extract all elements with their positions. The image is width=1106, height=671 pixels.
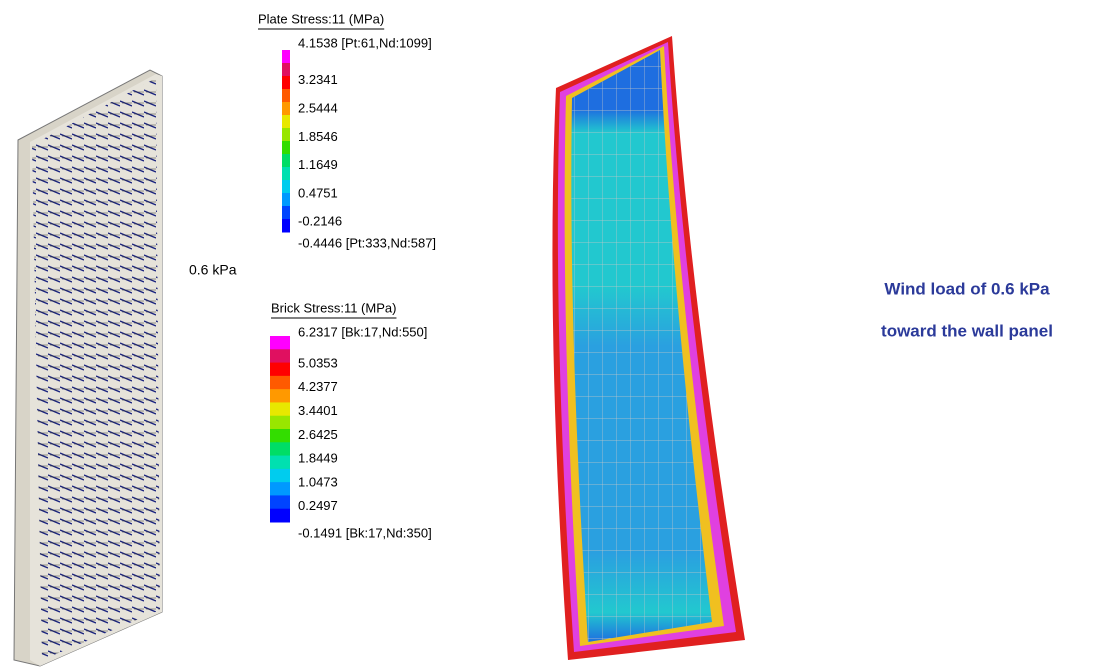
- legend-tick-label: 0.2497: [298, 498, 338, 513]
- legend-tick-label: 2.6425: [298, 427, 338, 442]
- legend-tick-label: 1.8449: [298, 451, 338, 466]
- color-swatch: [270, 336, 290, 350]
- color-swatch: [270, 402, 290, 417]
- caption-line: Wind load of 0.6 kPa: [884, 279, 1050, 298]
- legend-title: Brick Stress:11 (MPa): [271, 300, 396, 315]
- color-swatch: [282, 206, 290, 220]
- legend-tick-label: 1.1649: [298, 157, 338, 172]
- legend-min: -0.4446 [Pt:333,Nd:587]: [298, 235, 436, 250]
- color-swatch: [282, 76, 290, 90]
- legend-tick-label: 1.0473: [298, 474, 338, 489]
- color-swatch: [270, 495, 290, 510]
- color-swatch: [270, 468, 290, 483]
- color-swatch: [270, 508, 290, 523]
- legend-title: Plate Stress:11 (MPa): [258, 11, 384, 26]
- color-swatch: [282, 167, 290, 181]
- legend-max: 6.2317 [Bk:17,Nd:550]: [298, 324, 427, 339]
- wall-model: [13, 69, 163, 667]
- legend-min: -0.1491 [Bk:17,Nd:350]: [298, 525, 432, 540]
- deformed-panel: [552, 36, 745, 660]
- color-swatch: [270, 455, 290, 470]
- color-swatch: [270, 349, 290, 364]
- color-swatch: [282, 115, 290, 129]
- color-swatch: [270, 375, 290, 390]
- legend-tick-label: 4.2377: [298, 379, 338, 394]
- color-swatch: [282, 63, 290, 77]
- brick-legend: Brick Stress:11 (MPa) 6.2317 [Bk:17,Nd:55…: [270, 300, 432, 540]
- legend-tick-label: 0.4751: [298, 185, 338, 200]
- color-swatch: [282, 180, 290, 194]
- legend-tick-label: 5.0353: [298, 355, 338, 370]
- load-label: 0.6 kPa: [189, 262, 237, 278]
- color-swatch: [270, 415, 290, 430]
- color-swatch: [282, 141, 290, 155]
- legend-tick-label: 3.4401: [298, 403, 338, 418]
- color-swatch: [270, 482, 290, 496]
- legend-tick-label: 3.2341: [298, 72, 338, 87]
- color-swatch: [282, 154, 290, 168]
- color-swatch: [270, 362, 290, 377]
- color-swatch: [270, 442, 290, 457]
- color-swatch: [282, 128, 290, 142]
- legend-tick-label: 2.5444: [298, 101, 338, 116]
- color-swatch: [270, 389, 290, 403]
- legend-tick-label: 1.8546: [298, 129, 338, 144]
- plate-legend: Plate Stress:11 (MPa) 4.1538 [Pt:61,Nd:10…: [258, 11, 436, 250]
- color-swatch: [270, 429, 290, 443]
- legend-max: 4.1538 [Pt:61,Nd:1099]: [298, 35, 432, 50]
- legend-tick-label: -0.2146: [298, 214, 342, 229]
- color-swatch: [282, 50, 290, 64]
- color-swatch: [282, 219, 290, 233]
- caption-line: toward the wall panel: [881, 321, 1053, 340]
- color-swatch: [282, 193, 290, 207]
- color-swatch: [282, 102, 290, 116]
- color-swatch: [282, 89, 290, 103]
